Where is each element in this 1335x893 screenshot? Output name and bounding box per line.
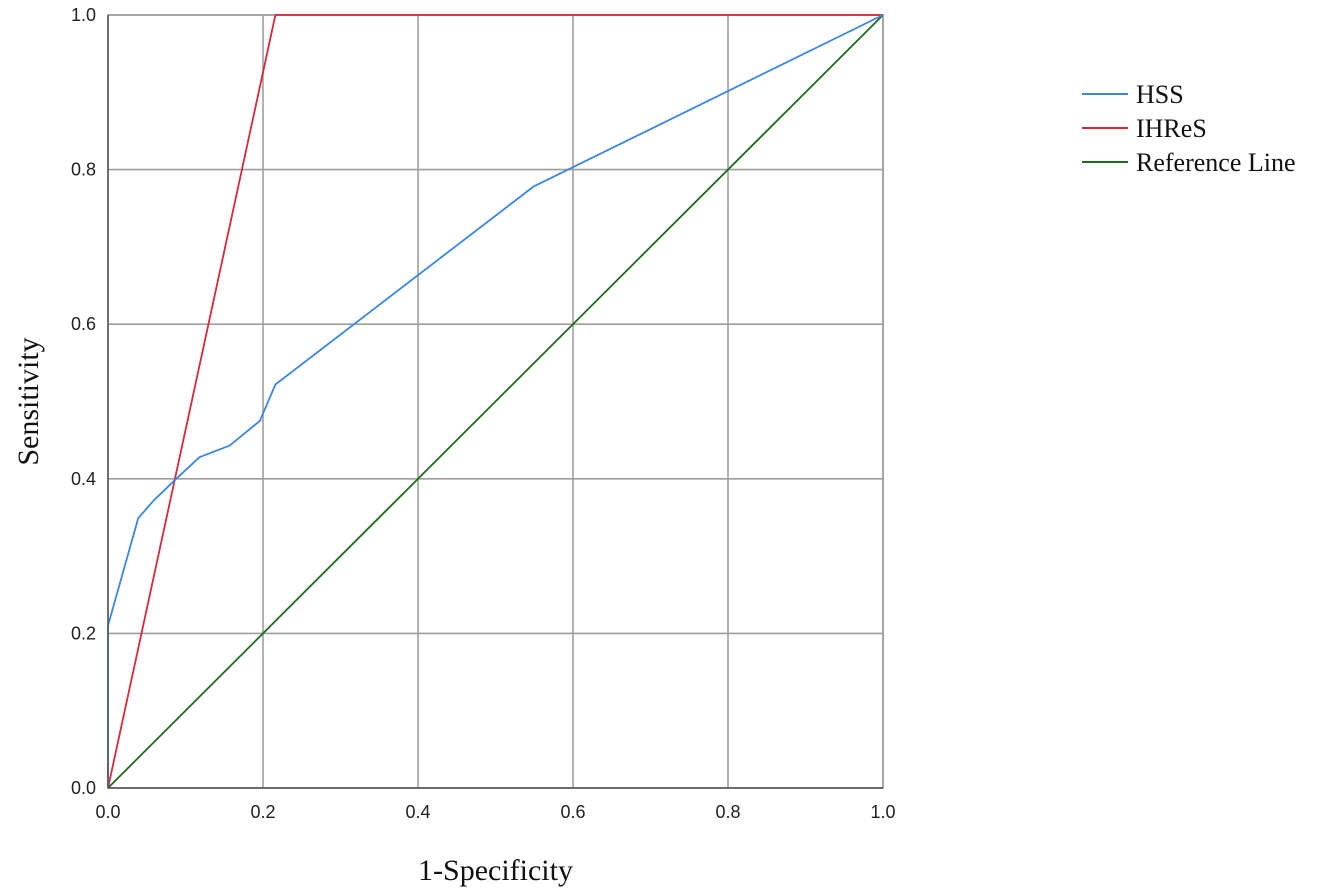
legend-item-hss: HSS bbox=[1082, 80, 1184, 109]
x-axis-title: 1-Specificity bbox=[418, 854, 573, 887]
x-tick-label: 0.0 bbox=[95, 802, 120, 822]
x-tick-label: 0.4 bbox=[405, 802, 430, 822]
x-tick-label: 0.2 bbox=[250, 802, 275, 822]
x-tick-label: 0.8 bbox=[715, 802, 740, 822]
series-lines bbox=[107, 14, 884, 789]
y-tick-label: 1.0 bbox=[71, 5, 96, 25]
y-tick-label: 0.8 bbox=[71, 160, 96, 180]
legend-label: IHReS bbox=[1136, 114, 1207, 143]
x-tick-label: 1.0 bbox=[870, 802, 895, 822]
y-axis-title: Sensitivity bbox=[12, 337, 45, 465]
series-line-hss bbox=[107, 14, 884, 788]
y-tick-label: 0.4 bbox=[71, 469, 96, 489]
series-line-ihres bbox=[107, 14, 883, 789]
legend-item-ihres: IHReS bbox=[1082, 114, 1207, 143]
y-tick-label: 0.6 bbox=[71, 314, 96, 334]
series-line-reference-line bbox=[107, 14, 884, 789]
legend-label: Reference Line bbox=[1136, 148, 1296, 177]
legend: HSS IHReS Reference Line bbox=[1082, 80, 1296, 177]
legend-item-reference-line: Reference Line bbox=[1082, 148, 1296, 177]
y-tick-label: 0.2 bbox=[71, 623, 96, 643]
axes: 0.0 0.2 0.4 0.6 0.8 1.0 0.0 0.2 0.4 0.6 0.8 1.0 bbox=[71, 5, 896, 822]
y-tick-label: 0.0 bbox=[71, 778, 96, 798]
legend-label: HSS bbox=[1136, 80, 1184, 109]
x-tick-label: 0.6 bbox=[560, 802, 585, 822]
